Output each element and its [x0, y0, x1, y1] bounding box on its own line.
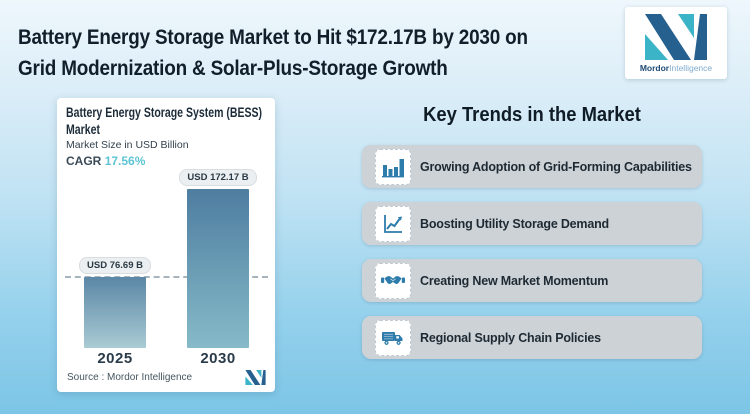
page-title: Battery Energy Storage Market to Hit $17… — [18, 22, 585, 84]
bar-group-2025: USD 76.69 B — [79, 257, 151, 348]
chart-title: Battery Energy Storage System (BESS) Mar… — [66, 104, 317, 138]
trend-label: Growing Adoption of Grid-Forming Capabil… — [420, 159, 692, 174]
value-label-2025: USD 76.69 B — [79, 257, 151, 274]
bar-2030 — [187, 189, 249, 348]
bar-2025 — [84, 277, 146, 348]
brand-name-bold: Mordor — [639, 62, 670, 73]
trend-label: Regional Supply Chain Policies — [420, 330, 601, 345]
trend-label: Boosting Utility Storage Demand — [420, 216, 609, 231]
cagr-value: 17.56% — [104, 154, 146, 168]
headline-line1: Battery Energy Storage Market to Hit $17… — [18, 26, 528, 49]
key-trends-section: Key Trends in the Market Growing Adoptio… — [362, 104, 702, 373]
trend-label: Creating New Market Momentum — [420, 273, 609, 288]
icon-tile — [375, 319, 411, 356]
chart-subtitle: Market Size in USD Billion — [66, 139, 189, 151]
trend-item-utility-storage: Boosting Utility Storage Demand — [362, 202, 702, 245]
x-axis-label-2025: 2025 — [97, 350, 133, 367]
icon-tile — [375, 148, 411, 185]
value-label-2030: USD 172.17 B — [179, 169, 257, 186]
source-text: Source : Mordor Intelligence — [67, 372, 193, 383]
x-axis-label-2030: 2030 — [200, 350, 236, 367]
mordor-logo-icon — [645, 13, 707, 60]
source-row: Source : Mordor Intelligence — [67, 370, 266, 385]
line-chart-icon — [384, 214, 402, 233]
trend-item-market-momentum: Creating New Market Momentum — [362, 259, 702, 302]
mordor-logo-mini-icon — [245, 370, 266, 385]
bess-market-chart-card: Battery Energy Storage System (BESS) Mar… — [57, 98, 275, 392]
handshake-icon — [381, 275, 405, 284]
trend-item-grid-forming: Growing Adoption of Grid-Forming Capabil… — [362, 145, 702, 188]
bar-chart-icon — [382, 158, 404, 177]
brand-logo-text: MordorIntelligence — [640, 63, 712, 73]
chart-title-line1: Battery Energy Storage System (BESS) — [66, 105, 263, 120]
brand-name-light: Intelligence — [669, 62, 713, 73]
cagr-row: CAGR 17.56% — [66, 154, 145, 168]
trend-item-supply-chain: Regional Supply Chain Policies — [362, 316, 702, 359]
cagr-label: CAGR — [66, 154, 102, 168]
reference-dashed-line — [65, 276, 268, 278]
bar-group-2030: USD 172.17 B — [179, 169, 257, 348]
brand-logo-card: MordorIntelligence — [625, 7, 727, 79]
bar-chart-plot: USD 76.69 B USD 172.17 B — [57, 98, 275, 348]
key-trends-heading: Key Trends in the Market — [423, 104, 641, 126]
headline-line2: Grid Modernization & Solar-Plus-Storage … — [18, 57, 448, 80]
icon-tile — [375, 262, 411, 299]
chart-title-line2: Market — [66, 122, 100, 137]
icon-tile — [375, 205, 411, 242]
truck-icon — [382, 331, 403, 345]
